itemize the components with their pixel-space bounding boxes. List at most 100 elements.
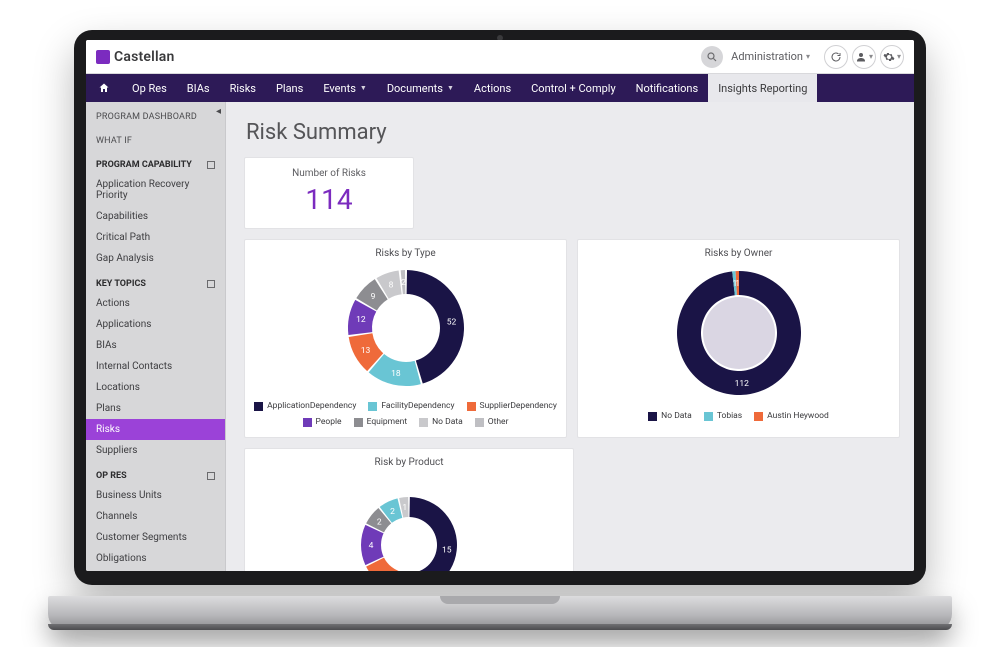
sidebar-item-risks[interactable]: Risks: [86, 419, 225, 440]
legend-label: Austin Heywood: [767, 411, 829, 421]
sidebar-section-key-topics[interactable]: KEY TOPICS: [86, 269, 225, 293]
donut-slice-value: 13: [360, 346, 370, 356]
brand-mark-icon: [96, 50, 110, 64]
sidebar-section-program-capability[interactable]: PROGRAM CAPABILITY: [86, 150, 225, 174]
legend-item[interactable]: People: [303, 417, 342, 427]
legend-item[interactable]: Austin Heywood: [754, 411, 829, 421]
screen-bezel: Castellan Administration ▾ ▾: [74, 30, 926, 585]
sidebar-link-program-dashboard[interactable]: PROGRAM DASHBOARD: [86, 102, 225, 126]
administration-label: Administration: [731, 50, 803, 63]
donut-chart-risks-by-type: 52181312982: [321, 263, 491, 393]
nav-item-op-res[interactable]: Op Res: [122, 74, 177, 102]
sidebar-item-locations[interactable]: Locations: [86, 377, 225, 398]
sidebar-item-gap-analysis[interactable]: Gap Analysis: [86, 248, 225, 269]
main-nav: Op ResBIAsRisks Plans Events▼Documents▼Act…: [86, 74, 914, 102]
sidebar-item-critical-path[interactable]: Critical Path: [86, 227, 225, 248]
search-icon: [706, 51, 718, 63]
legend-swatch: [254, 402, 263, 411]
sidebar-item-bias[interactable]: BIAs: [86, 335, 225, 356]
brand-logo[interactable]: Castellan: [96, 49, 175, 65]
search-button[interactable]: [701, 46, 723, 68]
sidebar-link-what-if[interactable]: WHAT IF: [86, 126, 225, 150]
sidebar-collapse-icon[interactable]: ◂: [216, 106, 221, 117]
nav-item-plans[interactable]: Plans: [266, 74, 313, 102]
legend-swatch: [419, 418, 428, 427]
nav-item-bias[interactable]: BIAs: [177, 74, 220, 102]
donut-slice-value: 9: [370, 292, 375, 302]
laptop-base-edge: [48, 624, 952, 630]
user-menu-button[interactable]: ▾: [852, 45, 876, 69]
legend-swatch: [704, 412, 713, 421]
donut-chart-risk-by-product: 1544221: [324, 472, 494, 571]
home-icon: [98, 82, 110, 94]
sidebar-item-actions[interactable]: Actions: [86, 293, 225, 314]
nav-item-control-comply[interactable]: Control + Comply: [521, 74, 626, 102]
legend-label: Tobias: [717, 411, 742, 421]
donut-slice-value: 1: [402, 503, 407, 513]
donut-slice-value: 8: [388, 280, 393, 290]
sidebar-item-customer-segments[interactable]: Customer Segments: [86, 527, 225, 548]
donut-slice-value: 12: [356, 315, 366, 325]
legend-swatch: [354, 418, 363, 427]
sidebar-item-plans[interactable]: Plans: [86, 398, 225, 419]
topbar: Castellan Administration ▾ ▾: [86, 40, 914, 74]
nav-item-insights-reporting[interactable]: Insights Reporting: [708, 74, 817, 102]
legend-label: FacilityDependency: [381, 401, 454, 411]
donut-slice-value: 52: [446, 318, 456, 328]
administration-menu[interactable]: Administration ▾: [731, 50, 810, 63]
nav-item-actions[interactable]: Actions: [464, 74, 521, 102]
sidebar-item-application-recovery-priority[interactable]: Application Recovery Priority: [86, 174, 225, 206]
legend-item[interactable]: ApplicationDependency: [254, 401, 356, 411]
nav-item-documents[interactable]: Documents▼: [377, 74, 464, 102]
sidebar-section-title: OP RES: [96, 471, 127, 481]
legend-item[interactable]: Equipment: [354, 417, 408, 427]
chevron-down-icon: ▼: [360, 84, 367, 92]
nav-item-events[interactable]: Events▼: [313, 74, 377, 102]
legend-label: Equipment: [367, 417, 408, 427]
legend-item[interactable]: No Data: [648, 411, 692, 421]
legend-swatch: [467, 402, 476, 411]
nav-item-risks[interactable]: Risks: [220, 74, 266, 102]
sidebar-item-business-units[interactable]: Business Units: [86, 485, 225, 506]
sidebar-item-capabilities[interactable]: Capabilities: [86, 206, 225, 227]
chevron-down-icon: ▾: [897, 52, 901, 61]
nav-item-label: Notifications: [636, 82, 699, 95]
sidebar-item-obligations[interactable]: Obligations: [86, 548, 225, 569]
legend-swatch: [754, 412, 763, 421]
gear-icon: [883, 51, 895, 63]
laptop-frame: Castellan Administration ▾ ▾: [48, 30, 952, 630]
sidebar-item-internal-contacts[interactable]: Internal Contacts: [86, 356, 225, 377]
sidebar-item-channels[interactable]: Channels: [86, 506, 225, 527]
donut-center-shadow: [703, 297, 775, 369]
nav-item-label: Control + Comply: [531, 82, 616, 95]
donut-slice-value: 112: [734, 379, 749, 389]
legend-risks-by-owner: No Data Tobias Austin Heywood: [584, 411, 893, 421]
legend-swatch: [303, 418, 312, 427]
sidebar-section-op-res[interactable]: OP RES: [86, 461, 225, 485]
nav-home[interactable]: [86, 74, 122, 102]
legend-swatch: [648, 412, 657, 421]
nav-item-label: Plans: [276, 82, 303, 95]
legend-label: ApplicationDependency: [267, 401, 356, 411]
donut-slice-value: 2: [390, 507, 395, 517]
legend-item[interactable]: FacilityDependency: [368, 401, 454, 411]
kpi-card-number-of-risks: Number of Risks 114: [244, 157, 414, 229]
sidebar-item-plausible-scenarios[interactable]: Plausible Scenarios: [86, 569, 225, 571]
sidebar-section-title: KEY TOPICS: [96, 279, 146, 289]
chart-title: Risks by Owner: [584, 248, 893, 259]
legend-item[interactable]: Other: [475, 417, 509, 427]
sidebar-section-title: PROGRAM CAPABILITY: [96, 160, 192, 170]
legend-item[interactable]: No Data: [419, 417, 463, 427]
legend-label: No Data: [432, 417, 463, 427]
sidebar-item-suppliers[interactable]: Suppliers: [86, 440, 225, 461]
body: ◂ PROGRAM DASHBOARDWHAT IF PROGRAM CAPABI…: [86, 102, 914, 571]
user-icon: [855, 51, 867, 63]
sidebar-item-applications[interactable]: Applications: [86, 314, 225, 335]
legend-item[interactable]: SupplierDependency: [467, 401, 557, 411]
donut-slice-value: 15: [442, 545, 452, 555]
settings-menu-button[interactable]: ▾: [880, 45, 904, 69]
nav-item-notifications[interactable]: Notifications: [626, 74, 709, 102]
refresh-button[interactable]: [824, 45, 848, 69]
legend-item[interactable]: Tobias: [704, 411, 742, 421]
chart-card-risks-by-owner: Risks by Owner 11211 No DataTobiasAustin…: [577, 239, 900, 438]
